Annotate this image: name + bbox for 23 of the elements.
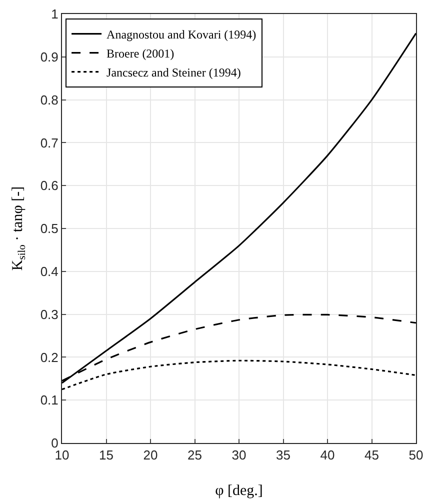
legend-label: Broere (2001) (106, 46, 174, 60)
x-tick-label: 30 (232, 448, 246, 463)
x-axis-title: φ [deg.] (215, 483, 263, 499)
y-tick-label: 0.2 (40, 350, 58, 365)
y-tick-label: 1 (51, 6, 58, 22)
y-tick-label: 0.6 (40, 178, 58, 194)
y-tick-label: 0.3 (40, 306, 58, 322)
y-tick-label: 0.4 (40, 264, 58, 279)
x-tick-label: 40 (320, 448, 335, 463)
x-tick-label: 25 (188, 448, 202, 463)
y-tick-label: 0.1 (40, 392, 58, 408)
x-tick-label: 20 (143, 448, 158, 463)
x-tick-label: 15 (99, 448, 114, 463)
legend-label: Anagnostou and Kovari (1994) (106, 27, 256, 42)
y-tick-label: 0.8 (40, 92, 58, 108)
y-tick-label: 0.7 (40, 135, 58, 150)
x-tick-label: 35 (276, 448, 290, 463)
x-tick-label: 50 (408, 448, 424, 463)
legend-label: Jancsecz and Steiner (1994) (106, 65, 241, 80)
x-tick-label: 45 (364, 448, 379, 463)
y-tick-label: 0.9 (40, 49, 58, 64)
y-tick-label: 0.5 (40, 221, 58, 236)
line-series (62, 360, 416, 390)
